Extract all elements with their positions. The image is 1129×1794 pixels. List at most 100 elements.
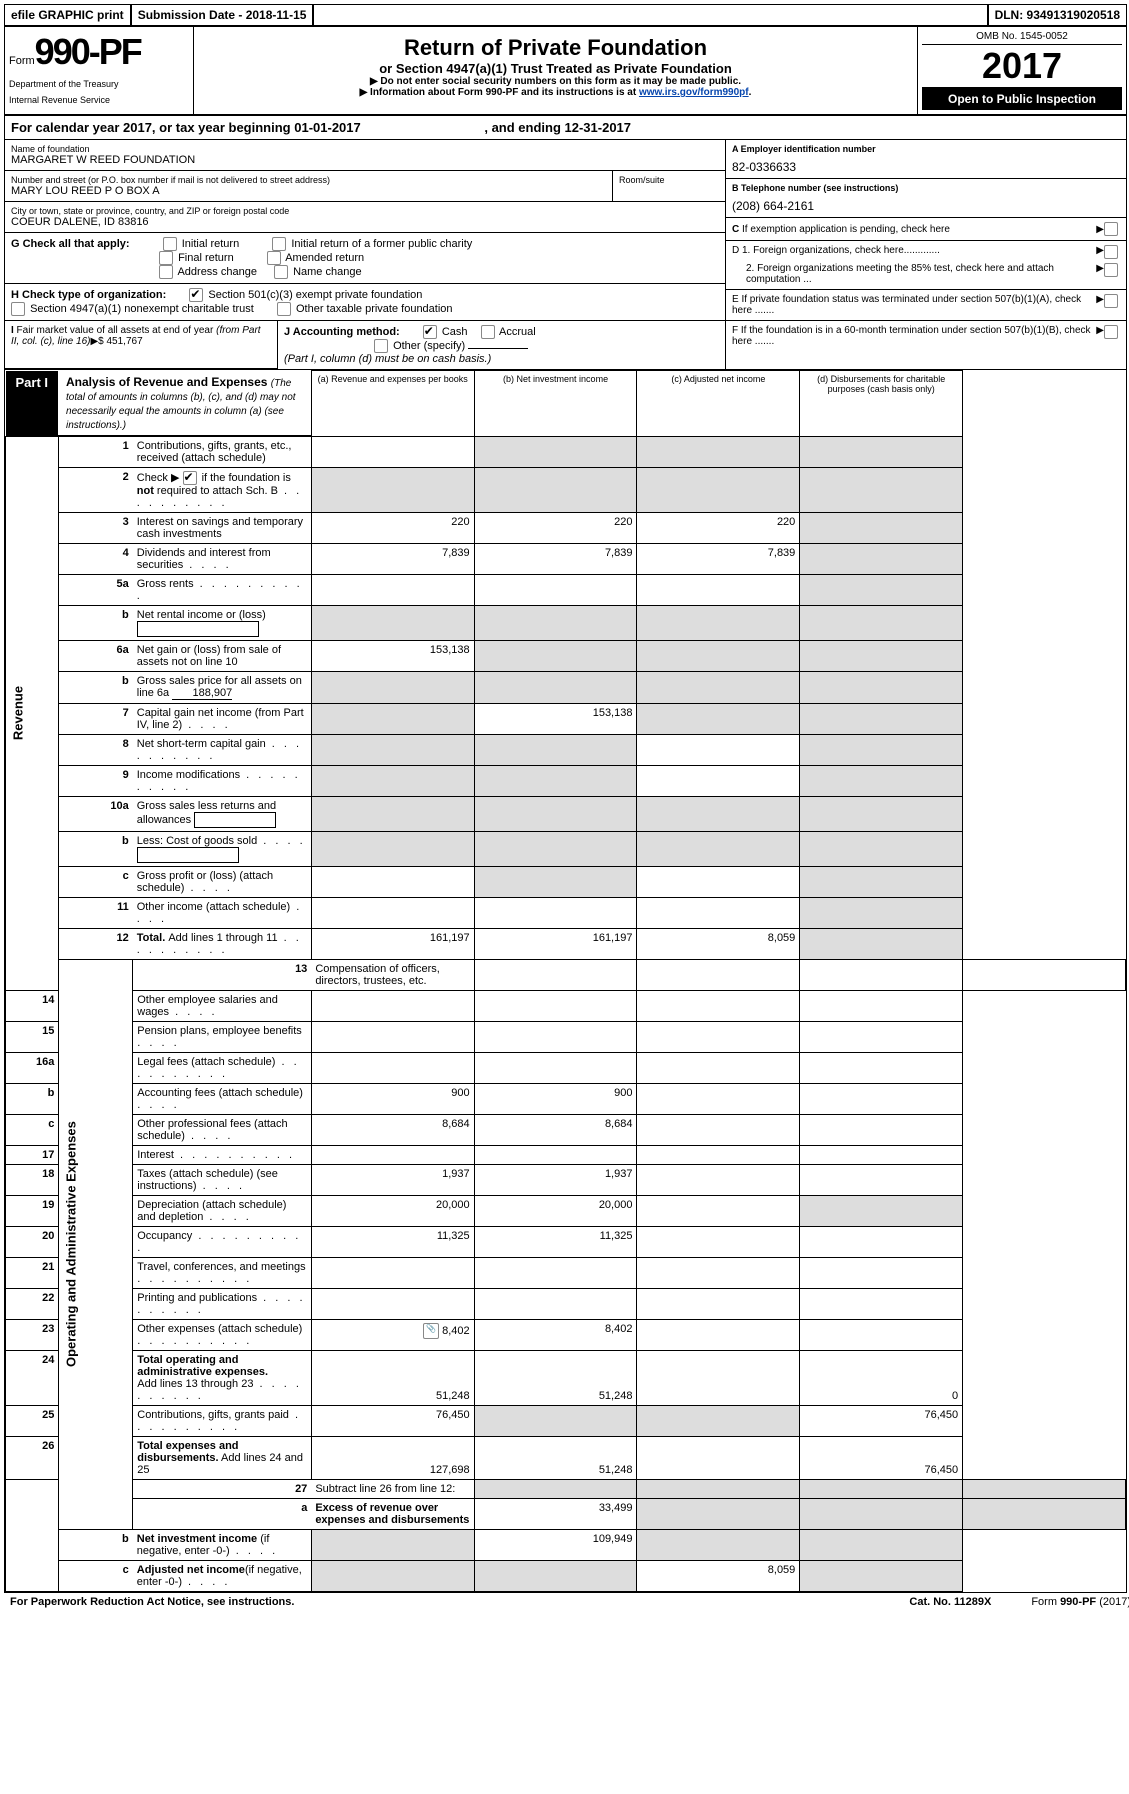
phone: (208) 664-2161 <box>732 199 1120 213</box>
h-label: H Check type of organization: <box>11 289 166 301</box>
line-15: 15 Pension plans, employee benefits <box>6 1021 1126 1052</box>
addr-label: Number and street (or P.O. box number if… <box>11 175 606 185</box>
line-10c: c Gross profit or (loss) (attach schedul… <box>6 866 1126 897</box>
city-label: City or town, state or province, country… <box>11 206 719 216</box>
checkbox-other-method[interactable] <box>374 339 388 353</box>
checkbox-60month[interactable] <box>1104 325 1118 339</box>
j-note: (Part I, column (d) must be on cash basi… <box>284 353 491 365</box>
checkbox-85pct[interactable] <box>1104 263 1118 277</box>
checkbox-501c3[interactable] <box>189 288 203 302</box>
line-5b: b Net rental income or (loss) <box>6 605 1126 640</box>
form-subtitle: or Section 4947(a)(1) Trust Treated as P… <box>202 61 909 76</box>
instr-website: ▶ Information about Form 990-PF and its … <box>202 87 909 98</box>
line-6a: 6a Net gain or (loss) from sale of asset… <box>6 640 1126 671</box>
city-state-zip: COEUR DALENE, ID 83816 <box>11 216 719 228</box>
part1-title: Analysis of Revenue and Expenses <box>66 375 267 389</box>
dept-irs: Internal Revenue Service <box>9 95 189 105</box>
checkbox-4947[interactable] <box>11 302 25 316</box>
line-6b: b Gross sales price for all assets on li… <box>6 671 1126 703</box>
name-label: Name of foundation <box>11 144 719 154</box>
line-11: 11 Other income (attach schedule) <box>6 897 1126 928</box>
c-label: If exemption application is pending, che… <box>742 224 950 235</box>
footer-catno: Cat. No. 11289X <box>909 1596 991 1608</box>
form-prefix: Form <box>9 55 35 67</box>
ein: 82-0336633 <box>732 160 1120 174</box>
line-9: 9 Income modifications <box>6 765 1126 796</box>
line-3: 3 Interest on savings and temporary cash… <box>6 512 1126 543</box>
room-label: Room/suite <box>619 175 719 185</box>
d2-label: 2. Foreign organizations meeting the 85%… <box>732 263 1096 285</box>
f-label: F If the foundation is in a 60-month ter… <box>732 325 1096 347</box>
line-5a: 5a Gross rents <box>6 574 1126 605</box>
col-c-header: (c) Adjusted net income <box>637 371 800 437</box>
col-b-header: (b) Net investment income <box>474 371 637 437</box>
line-16c: c Other professional fees (attach schedu… <box>6 1114 1126 1145</box>
checkbox-address[interactable] <box>159 265 173 279</box>
checkbox-other-taxable[interactable] <box>277 302 291 316</box>
line-27b: b Net investment income (if negative, en… <box>6 1529 1126 1560</box>
tax-year: 2017 <box>922 45 1122 88</box>
line-10b: b Less: Cost of goods sold <box>6 831 1126 866</box>
checkbox-initial-former[interactable] <box>272 237 286 251</box>
analysis-table: Part I Analysis of Revenue and Expenses … <box>5 370 1126 1592</box>
e-label: E If private foundation status was termi… <box>732 294 1096 316</box>
line-26: 26 Total expenses and disbursements. Add… <box>6 1436 1126 1479</box>
instr-ssn: ▶ Do not enter social security numbers o… <box>202 76 909 87</box>
checkbox-exemption[interactable] <box>1104 222 1118 236</box>
efile-label: efile GRAPHIC print <box>5 5 132 25</box>
line-16b: b Accounting fees (attach schedule) 900 … <box>6 1083 1126 1114</box>
phone-label: B Telephone number (see instructions) <box>732 183 898 193</box>
line-27: 27 Subtract line 26 from line 12: <box>6 1479 1126 1498</box>
foundation-name: MARGARET W REED FOUNDATION <box>11 154 719 166</box>
line-27c: c Adjusted net income(if negative, enter… <box>6 1560 1126 1591</box>
checkbox-amended[interactable] <box>267 251 281 265</box>
checkbox-cash[interactable] <box>423 325 437 339</box>
d1-label: D 1. Foreign organizations, check here..… <box>732 245 1096 259</box>
irs-link[interactable]: www.irs.gov/form990pf <box>639 87 749 98</box>
line-16a: 16a Legal fees (attach schedule) <box>6 1052 1126 1083</box>
calendar-year-row: For calendar year 2017, or tax year begi… <box>5 116 1126 140</box>
line-12: 12 Total. Add lines 1 through 11 161,197… <box>6 928 1126 959</box>
street-address: MARY LOU REED P O BOX A <box>11 185 606 197</box>
checkbox-initial[interactable] <box>163 237 177 251</box>
form-container: efile GRAPHIC print Submission Date - 20… <box>4 4 1127 1593</box>
footer-notice: For Paperwork Reduction Act Notice, see … <box>10 1596 294 1608</box>
omb-number: OMB No. 1545-0052 <box>922 31 1122 45</box>
checkbox-accrual[interactable] <box>481 325 495 339</box>
checkbox-name-change[interactable] <box>274 265 288 279</box>
line-27a: a Excess of revenue over expenses and di… <box>6 1498 1126 1529</box>
attachment-icon[interactable]: 📎 <box>423 1323 439 1339</box>
line-13: Operating and Administrative Expenses 13… <box>6 959 1126 990</box>
ein-label: A Employer identification number <box>732 144 876 154</box>
line-19: 19 Depreciation (attach schedule) and de… <box>6 1195 1126 1226</box>
line-14: 14 Other employee salaries and wages <box>6 990 1126 1021</box>
revenue-label: Revenue <box>6 436 59 990</box>
top-bar: efile GRAPHIC print Submission Date - 20… <box>5 5 1126 27</box>
col-a-header: (a) Revenue and expenses per books <box>311 371 474 437</box>
expenses-label: Operating and Administrative Expenses <box>59 959 133 1529</box>
open-public: Open to Public Inspection <box>922 88 1122 110</box>
line-22: 22 Printing and publications <box>6 1288 1126 1319</box>
line-2: 2 Check ▶ if the foundation is not requi… <box>6 467 1126 512</box>
line-24: 24 Total operating and administrative ex… <box>6 1350 1126 1405</box>
checkbox-final[interactable] <box>159 251 173 265</box>
col-d-header: (d) Disbursements for charitable purpose… <box>800 371 963 437</box>
checkbox-foreign[interactable] <box>1104 245 1118 259</box>
line-18: 18 Taxes (attach schedule) (see instruct… <box>6 1164 1126 1195</box>
line-4: 4 Dividends and interest from securities… <box>6 543 1126 574</box>
checkbox-schb[interactable] <box>183 471 197 485</box>
j-label: J Accounting method: <box>284 326 400 338</box>
form-number: 990-PF <box>35 31 141 73</box>
line-10a: 10a Gross sales less returns and allowan… <box>6 796 1126 831</box>
checkbox-terminated[interactable] <box>1104 294 1118 308</box>
line-1: Revenue 1 Contributions, gifts, grants, … <box>6 436 1126 467</box>
submission-date: Submission Date - 2018-11-15 <box>132 5 315 25</box>
form-title: Return of Private Foundation <box>202 35 909 61</box>
line-20: 20 Occupancy 11,325 11,325 <box>6 1226 1126 1257</box>
line-7: 7 Capital gain net income (from Part IV,… <box>6 703 1126 734</box>
g-label: G Check all that apply: <box>11 238 130 250</box>
header: Form 990-PF Department of the Treasury I… <box>5 27 1126 116</box>
line-17: 17 Interest <box>6 1145 1126 1164</box>
fmv-value: 451,767 <box>107 336 143 347</box>
line-8: 8 Net short-term capital gain <box>6 734 1126 765</box>
